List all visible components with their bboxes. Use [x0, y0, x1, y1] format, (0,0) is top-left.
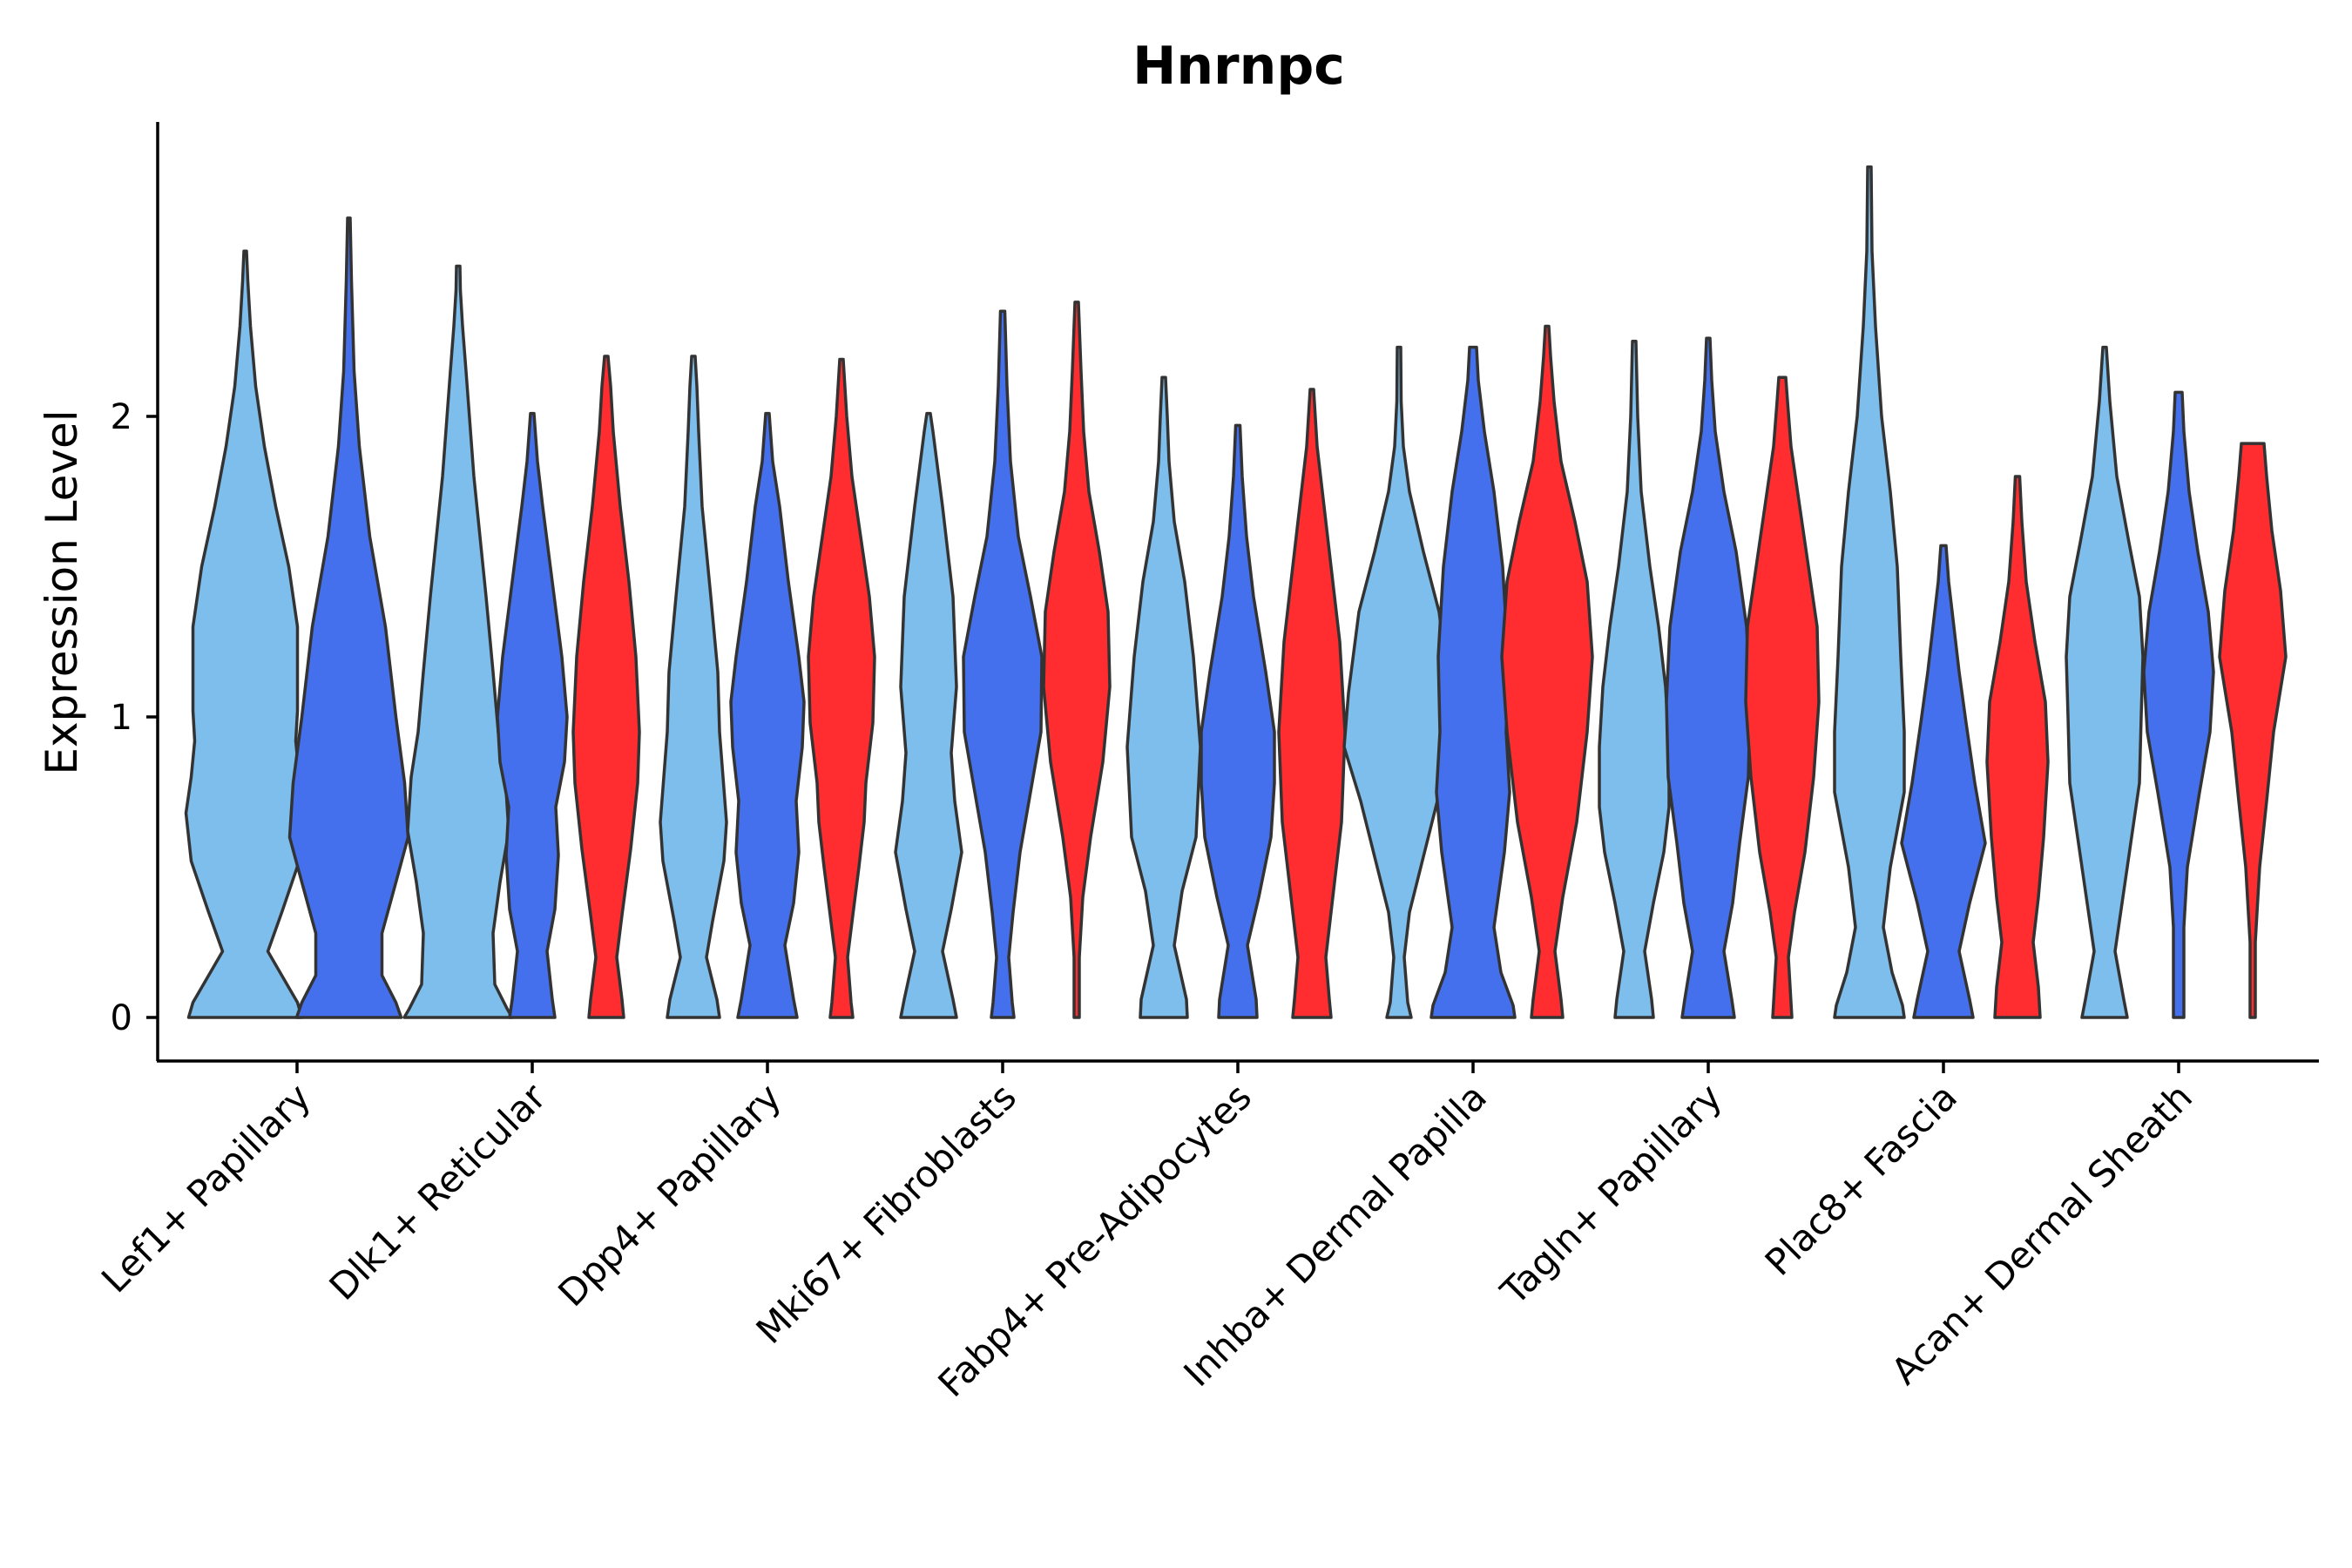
violin-lef1-papillary-group-1 — [184, 249, 307, 1019]
violin-dlk1-reticular-group-2 — [496, 411, 569, 1019]
y-axis-ticks: 0 1 2 — [111, 397, 158, 1038]
violin-acan-dermal-sheath-group-3 — [2218, 442, 2288, 1019]
y-tick-label-2: 2 — [111, 397, 132, 437]
violin-mki67-fibroblasts-group-2 — [962, 309, 1044, 1019]
violin-mki67-fibroblasts-group-3 — [1042, 301, 1112, 1019]
violin-fabp4-pre-adipocytes-group-2 — [1200, 423, 1276, 1019]
violin-inhba-dermal-papilla-group-3 — [1500, 324, 1594, 1019]
y-tick-label-1: 1 — [111, 698, 132, 738]
violin-inhba-dermal-papilla-group-1 — [1342, 345, 1456, 1019]
violin-dpp4-papillary-group-2 — [729, 411, 806, 1019]
violin-dlk1-reticular-group-3 — [571, 355, 641, 1019]
x-tick-label-lef1-papillary: Lef1+ Papillary — [93, 1075, 319, 1301]
violin-layer — [184, 165, 2288, 1019]
violin-mki67-fibroblasts-group-1 — [894, 411, 963, 1019]
violin-fabp4-pre-adipocytes-group-1 — [1125, 375, 1202, 1019]
violin-fabp4-pre-adipocytes-group-3 — [1277, 388, 1347, 1019]
chart-title: Hnrnpc — [1132, 36, 1345, 97]
violin-dlk1-reticular-group-1 — [402, 264, 514, 1019]
violin-plac8-fascia-group-2 — [1900, 544, 1987, 1019]
y-tick-label-0: 0 — [111, 998, 132, 1038]
x-tick-label-mki67-fibroblasts: Mki67+ Fibroblasts — [748, 1075, 1024, 1351]
x-tick-label-dlk1-reticular: Dlk1+ Reticular — [321, 1075, 555, 1308]
violin-tagln-papillary-group-1 — [1598, 340, 1671, 1019]
violin-dpp4-papillary-group-1 — [659, 355, 728, 1019]
x-tick-label-tagln-papillary: Tagln+ Papillary — [1492, 1075, 1730, 1313]
x-tick-label-plac8-fascia: Plac8+ Fascia — [1757, 1075, 1965, 1283]
y-axis-label: Expression Level — [37, 409, 87, 774]
violin-acan-dermal-sheath-group-1 — [2065, 345, 2145, 1019]
violin-plac8-fascia-group-3 — [1985, 475, 2050, 1019]
violin-acan-dermal-sheath-group-2 — [2142, 390, 2215, 1019]
x-tick-label-dpp4-papillary: Dpp4+ Papillary — [550, 1075, 789, 1315]
violin-lef1-papillary-group-2 — [287, 216, 410, 1019]
violin-dpp4-papillary-group-3 — [807, 357, 876, 1019]
violin-tagln-papillary-group-3 — [1744, 375, 1821, 1019]
violin-inhba-dermal-papilla-group-2 — [1429, 345, 1517, 1019]
violin-tagln-papillary-group-2 — [1665, 336, 1752, 1019]
violin-plac8-fascia-group-1 — [1833, 165, 1906, 1019]
